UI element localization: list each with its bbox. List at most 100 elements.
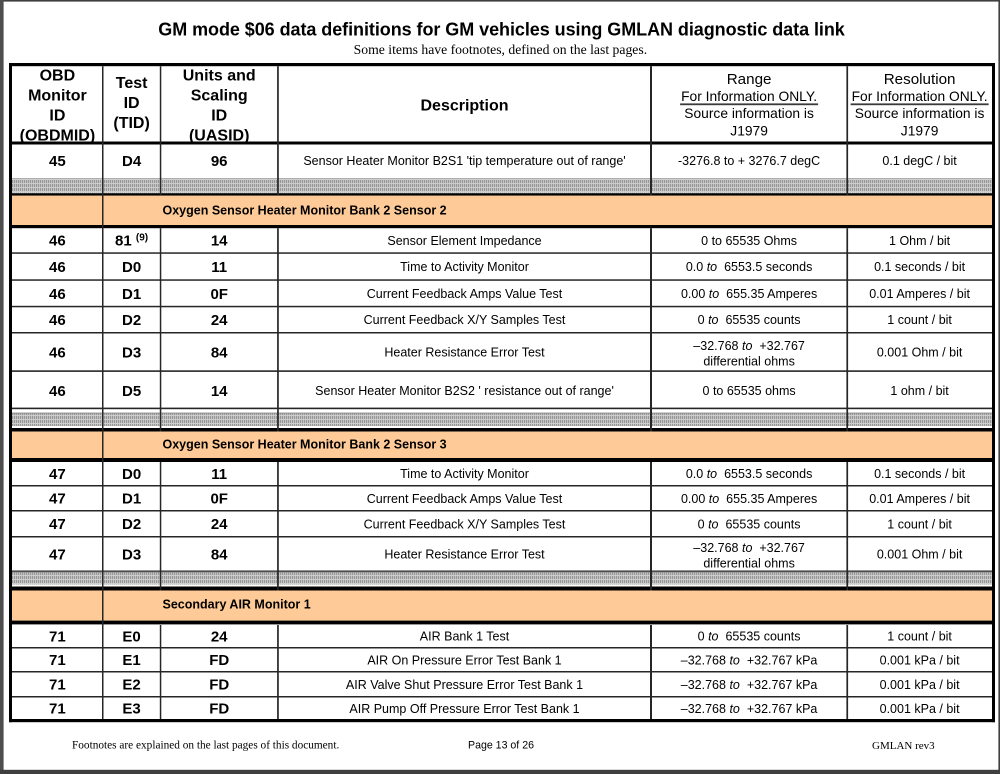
svg-text:71: 71: [49, 652, 66, 669]
svg-text:E0: E0: [122, 629, 140, 646]
svg-text:Secondary AIR Monitor 1: Secondary AIR Monitor 1: [163, 598, 311, 612]
svg-text:14: 14: [211, 233, 228, 250]
svg-text:11: 11: [211, 259, 227, 276]
svg-text:For Information ONLY.: For Information ONLY.: [852, 89, 988, 104]
svg-text:ID: ID: [49, 108, 65, 125]
svg-text:47: 47: [49, 491, 66, 508]
svg-text:D0: D0: [122, 466, 141, 483]
svg-text:14: 14: [211, 383, 228, 400]
svg-text:0.001 Ohm / bit: 0.001 Ohm / bit: [877, 548, 963, 562]
svg-text:AIR Pump Off Pressure Error Te: AIR Pump Off Pressure Error Test Bank 1: [349, 702, 579, 716]
svg-text:D3: D3: [122, 547, 141, 564]
svg-text:Units and: Units and: [183, 68, 256, 85]
svg-text:AIR Valve Shut Pressure Error: AIR Valve Shut Pressure Error Test Bank …: [346, 678, 583, 692]
svg-text:–32.768 to +32.767: –32.768 to +32.767: [693, 339, 805, 353]
svg-text:24: 24: [211, 629, 228, 646]
svg-text:Current Feedback Amps Value Te: Current Feedback Amps Value Test: [367, 492, 563, 506]
svg-text:differential ohms: differential ohms: [703, 354, 795, 368]
svg-text:(UASID): (UASID): [189, 128, 249, 145]
svg-text:D2: D2: [122, 312, 141, 329]
svg-text:0.001 Ohm / bit: 0.001 Ohm / bit: [877, 346, 963, 360]
svg-text:0.01 Amperes / bit: 0.01 Amperes / bit: [869, 492, 970, 506]
svg-text:0 to 65535 counts: 0 to 65535 counts: [698, 517, 801, 531]
svg-text:Monitor: Monitor: [28, 88, 87, 105]
svg-text:Page 13 of 26: Page 13 of 26: [468, 740, 534, 752]
svg-text:E3: E3: [122, 701, 140, 718]
svg-text:(OBDMID): (OBDMID): [20, 128, 96, 145]
svg-text:E1: E1: [122, 652, 140, 669]
svg-text:D2: D2: [122, 516, 141, 533]
svg-text:Source information is: Source information is: [684, 106, 814, 121]
svg-text:0.001 kPa / bit: 0.001 kPa / bit: [880, 653, 960, 667]
svg-text:0 to 65535 ohms: 0 to 65535 ohms: [703, 384, 796, 398]
svg-text:FD: FD: [209, 701, 229, 718]
svg-text:AIR Bank 1 Test: AIR Bank 1 Test: [420, 630, 510, 644]
svg-text:D0: D0: [122, 259, 141, 276]
svg-text:0.00 to 655.35 Amperes: 0.00 to 655.35 Amperes: [681, 492, 817, 506]
svg-text:1 count / bit: 1 count / bit: [887, 630, 952, 644]
svg-text:Time to Activity Monitor: Time to Activity Monitor: [400, 467, 529, 481]
svg-text:0.0 to 6553.5 seconds: 0.0 to 6553.5 seconds: [686, 260, 813, 274]
svg-text:47: 47: [49, 547, 66, 564]
svg-text:46: 46: [49, 344, 66, 361]
svg-text:Resolution: Resolution: [884, 71, 956, 88]
svg-text:46: 46: [49, 383, 66, 400]
svg-text:D3: D3: [122, 344, 141, 361]
svg-text:differential ohms: differential ohms: [703, 557, 795, 571]
svg-text:D1: D1: [122, 491, 141, 508]
svg-text:1 count / bit: 1 count / bit: [887, 517, 952, 531]
svg-text:0.0 to 6553.5 seconds: 0.0 to 6553.5 seconds: [686, 467, 813, 481]
svg-text:24: 24: [211, 312, 228, 329]
svg-text:Current Feedback Amps Value Te: Current Feedback Amps Value Test: [367, 287, 563, 301]
svg-text:Description: Description: [420, 98, 508, 115]
svg-text:71: 71: [49, 701, 66, 718]
svg-text:0.1 seconds / bit: 0.1 seconds / bit: [874, 467, 966, 481]
svg-text:1 count / bit: 1 count / bit: [887, 313, 952, 327]
svg-text:Sensor Element Impedance: Sensor Element Impedance: [387, 234, 541, 248]
svg-text:Source information is: Source information is: [855, 106, 985, 121]
svg-text:45: 45: [49, 153, 66, 170]
svg-text:D1: D1: [122, 286, 141, 303]
svg-text:0.01 Amperes / bit: 0.01 Amperes / bit: [869, 287, 970, 301]
svg-text:46: 46: [49, 259, 66, 276]
svg-text:J1979: J1979: [730, 124, 768, 139]
svg-text:Current Feedback X/Y Samples T: Current Feedback X/Y Samples Test: [364, 517, 566, 531]
svg-text:FD: FD: [209, 652, 229, 669]
svg-text:Sensor Heater Monitor B2S1 'ti: Sensor Heater Monitor B2S1 'tip temperat…: [303, 154, 625, 168]
svg-text:GMLAN rev3: GMLAN rev3: [872, 740, 935, 752]
svg-text:46: 46: [49, 286, 66, 303]
svg-text:84: 84: [211, 344, 228, 361]
svg-text:–32.768 to +32.767 kPa: –32.768 to +32.767 kPa: [681, 653, 818, 667]
svg-text:Scaling: Scaling: [191, 88, 248, 105]
svg-text:46: 46: [49, 312, 66, 329]
svg-text:47: 47: [49, 466, 66, 483]
svg-text:0.00 to 655.35 Amperes: 0.00 to 655.35 Amperes: [681, 287, 817, 301]
svg-text:0 to 65535 counts: 0 to 65535 counts: [698, 313, 801, 327]
svg-text:–32.768 to +32.767: –32.768 to +32.767: [693, 541, 805, 555]
svg-text:Heater Resistance Error Test: Heater Resistance Error Test: [384, 346, 545, 360]
svg-text:Range: Range: [727, 71, 772, 88]
svg-text:Heater Resistance Error Test: Heater Resistance Error Test: [384, 548, 545, 562]
svg-text:ID: ID: [124, 95, 140, 112]
svg-text:E2: E2: [122, 677, 140, 694]
svg-text:OBD: OBD: [40, 68, 76, 85]
svg-text:0F: 0F: [210, 491, 228, 508]
svg-text:Current Feedback X/Y Samples T: Current Feedback X/Y Samples Test: [364, 313, 566, 327]
svg-text:Oxygen Sensor Heater Monitor B: Oxygen Sensor Heater Monitor Bank 2 Sens…: [163, 203, 447, 217]
svg-text:Test: Test: [116, 75, 148, 92]
svg-text:0.001 kPa / bit: 0.001 kPa / bit: [880, 678, 960, 692]
svg-text:Footnotes are explained on the: Footnotes are explained on the last page…: [72, 740, 339, 752]
svg-text:FD: FD: [209, 677, 229, 694]
svg-text:ID: ID: [211, 108, 227, 125]
svg-text:D5: D5: [122, 383, 141, 400]
svg-text:Oxygen Sensor Heater Monitor B: Oxygen Sensor Heater Monitor Bank 2 Sens…: [163, 438, 447, 452]
svg-text:71: 71: [49, 629, 66, 646]
svg-text:–32.768 to +32.767 kPa: –32.768 to +32.767 kPa: [681, 678, 818, 692]
svg-text:0 to 65535 Ohms: 0 to 65535 Ohms: [701, 234, 797, 248]
svg-text:0.001 kPa / bit: 0.001 kPa / bit: [880, 702, 960, 716]
svg-text:-3276.8 to + 3276.7 degC: -3276.8 to + 3276.7 degC: [678, 154, 820, 168]
svg-text:0.1 degC / bit: 0.1 degC / bit: [882, 154, 957, 168]
svg-text:Sensor Heater Monitor B2S2 ' r: Sensor Heater Monitor B2S2 ' resistance …: [315, 384, 614, 398]
svg-text:AIR On Pressure Error Test Ban: AIR On Pressure Error Test Bank 1: [367, 653, 561, 667]
svg-text:46: 46: [49, 233, 66, 250]
